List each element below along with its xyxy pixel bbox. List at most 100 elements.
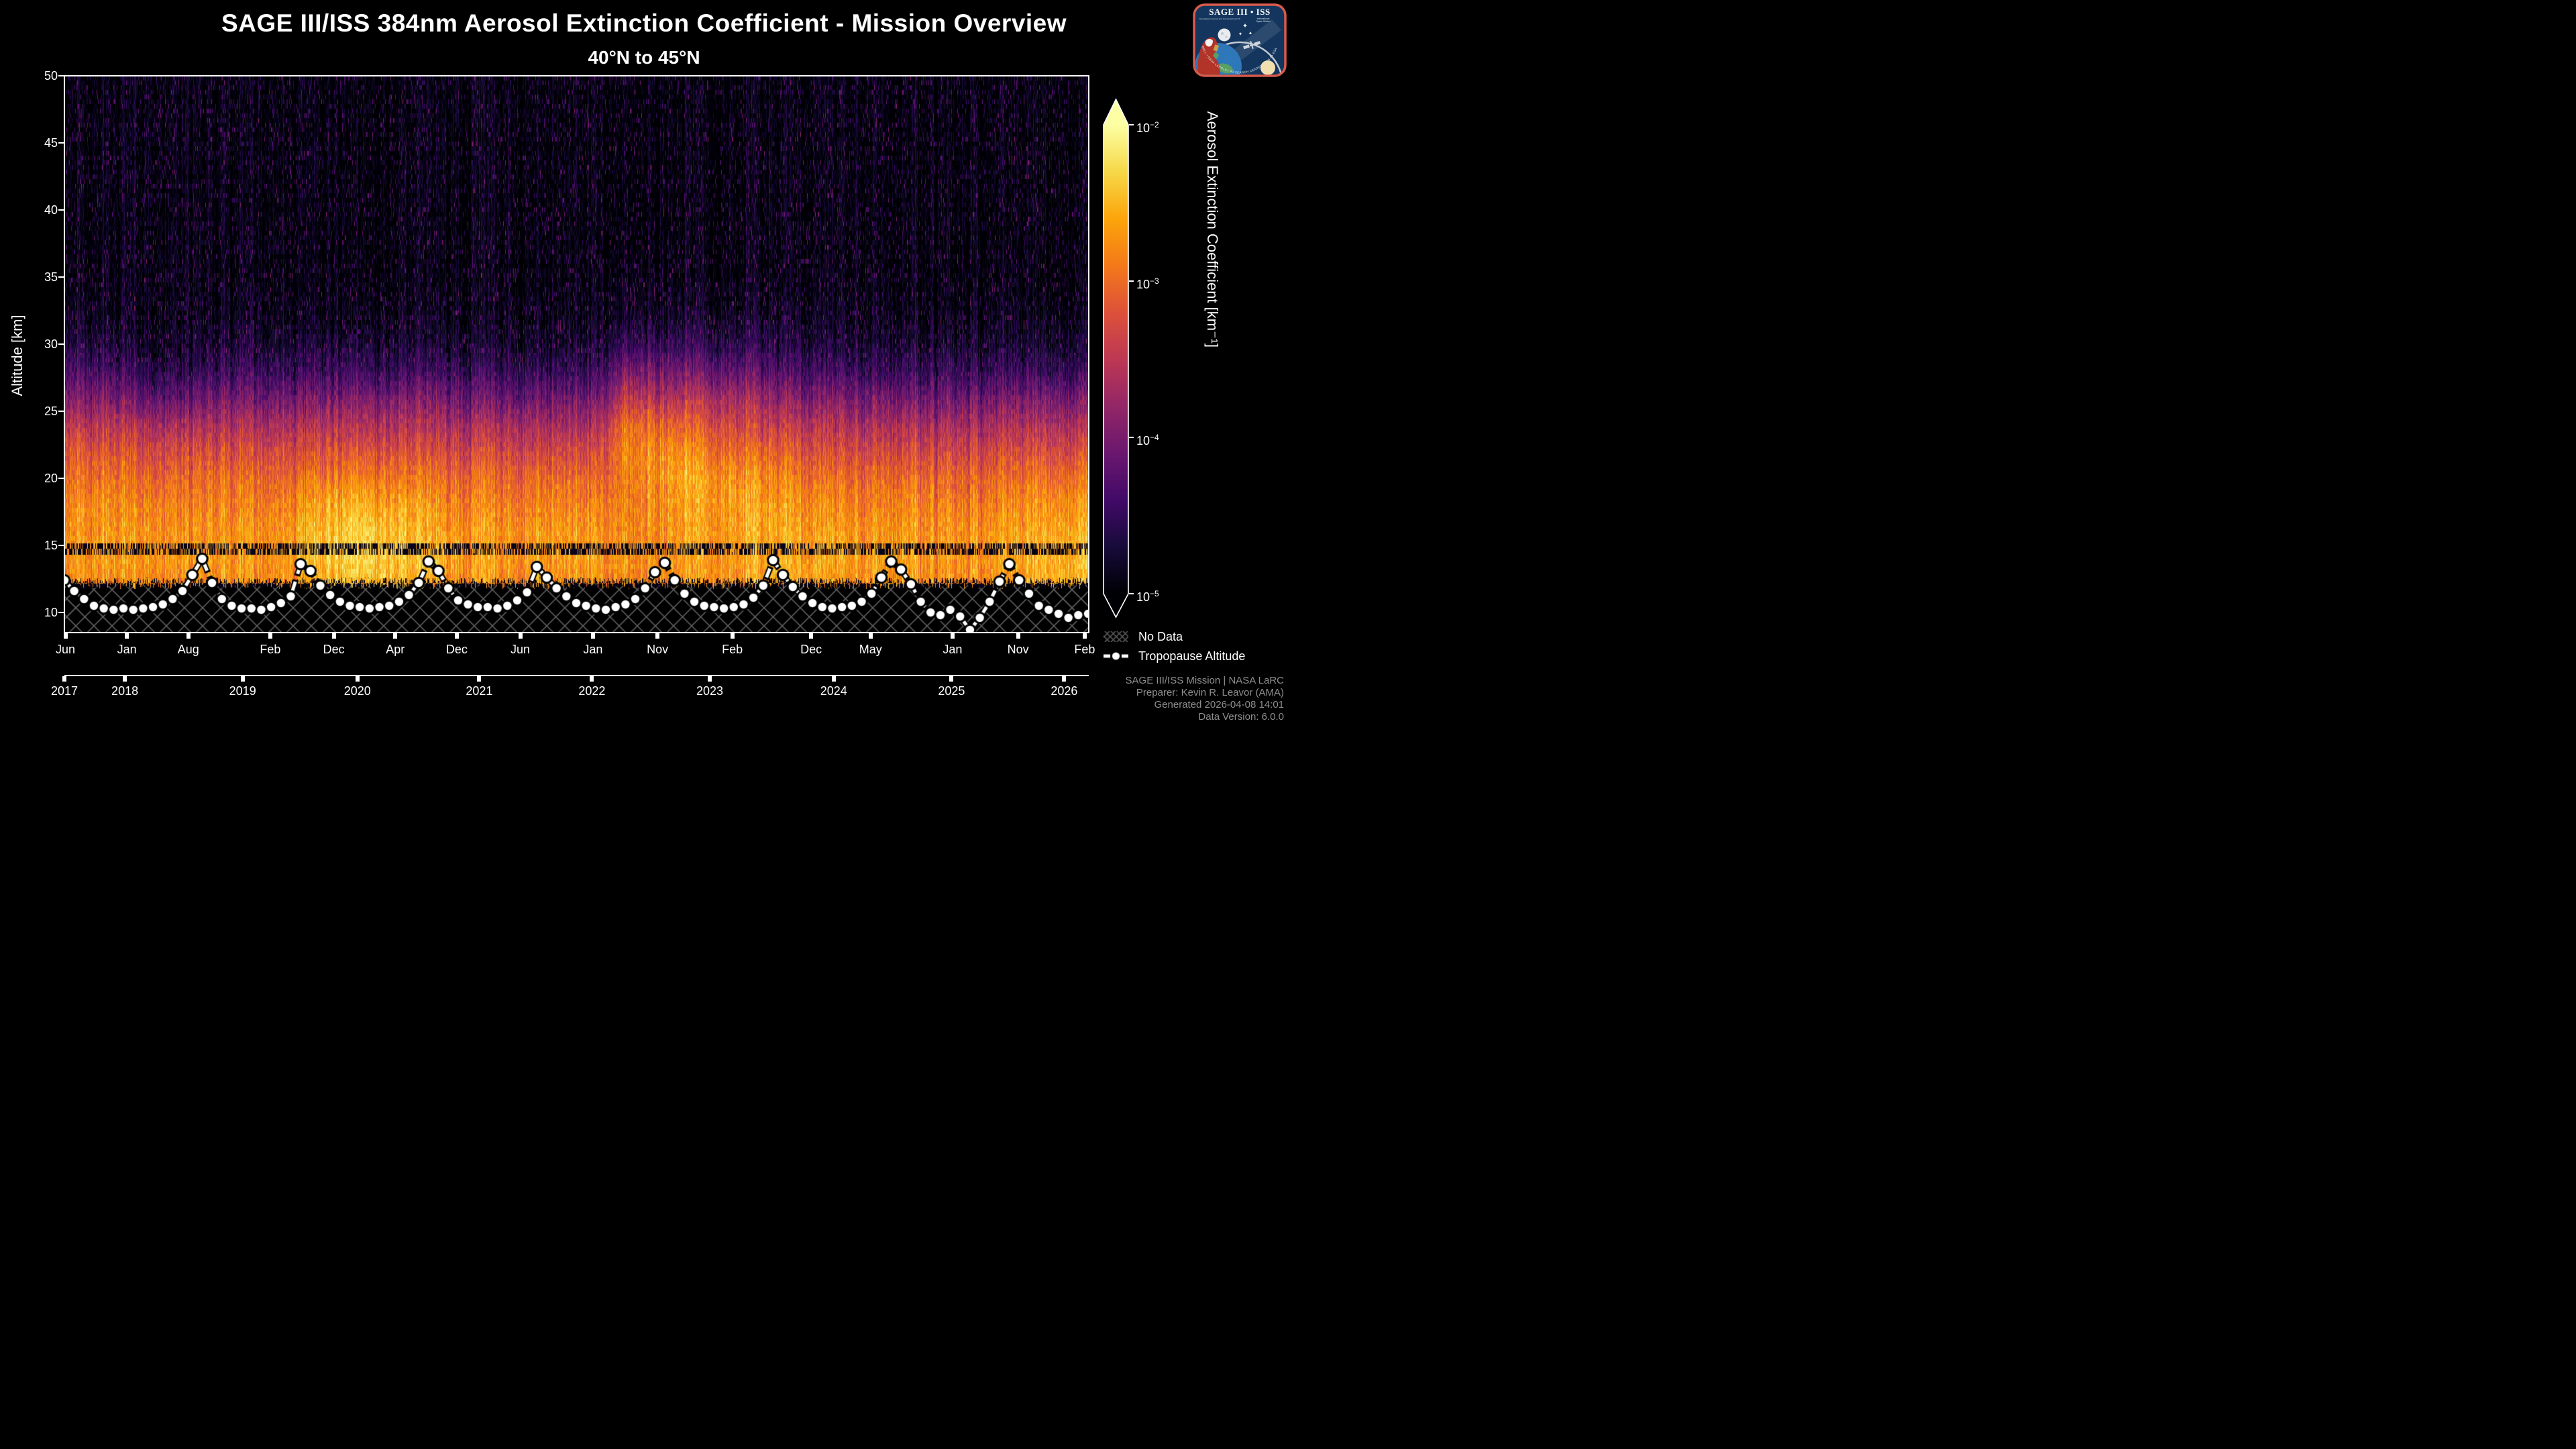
- x-month-tick-mark: [590, 633, 595, 639]
- x-year-tick-mark: [240, 676, 245, 682]
- colorbar: [1103, 98, 1129, 619]
- x-year-tick-label: 2019: [229, 684, 256, 698]
- colorbar-title: Aerosol Extinction Coefficient [km⁻¹]: [1204, 111, 1221, 348]
- x-month-tick-mark: [186, 633, 191, 639]
- page-title: SAGE III/ISS 384nm Aerosol Extinction Co…: [221, 9, 1067, 37]
- y-tick-mark: [58, 612, 64, 613]
- credits-data-version: Data Version: 6.0.0: [1198, 711, 1284, 722]
- x-year-tick-label: 2017: [50, 684, 78, 698]
- y-tick-mark: [58, 75, 64, 76]
- x-year-tick-mark: [477, 676, 482, 682]
- x-month-tick-mark: [950, 633, 955, 639]
- x-month-tick-mark: [63, 633, 68, 639]
- x-month-tick-mark: [454, 633, 459, 639]
- y-tick-label: 40: [44, 203, 58, 217]
- x-month-tick-label: Dec: [445, 643, 468, 656]
- credits-generated: Generated 2026-04-08 14:01: [1154, 699, 1284, 710]
- x-month-tick-label: Feb: [722, 643, 743, 656]
- x-month-tick-mark: [268, 633, 272, 639]
- moon-crater: [1225, 36, 1228, 38]
- colorbar-tick-mark: [1129, 437, 1134, 438]
- legend-label-no-data: No Data: [1138, 629, 1183, 643]
- credits-mission: SAGE III/ISS Mission | NASA LaRC: [1125, 675, 1284, 686]
- patch-subtitle-right-1: International: [1257, 17, 1270, 20]
- y-tick-mark: [58, 276, 64, 278]
- y-tick-label: 25: [44, 405, 58, 418]
- x-year-tick-label: 2026: [1051, 684, 1078, 698]
- x-year-tick-mark: [123, 676, 127, 682]
- x-year-tick-label: 2020: [343, 684, 371, 698]
- credits-block: SAGE III/ISS Mission | NASA LaRC Prepare…: [1126, 675, 1284, 723]
- y-tick-mark: [58, 343, 64, 345]
- x-month-tick-label: Apr: [386, 643, 405, 656]
- y-tick-label: 15: [44, 539, 58, 552]
- page-subtitle: 40°N to 45°N: [588, 47, 700, 68]
- x-year-tick-label: 2018: [111, 684, 139, 698]
- x-month-tick-label: Jun: [56, 643, 76, 656]
- year-axis-line: [64, 675, 1089, 676]
- x-month-tick-label: Jun: [510, 643, 531, 656]
- x-month-tick-label: Dec: [800, 643, 822, 656]
- x-year-tick-mark: [62, 676, 66, 682]
- x-year-tick-label: 2022: [578, 684, 606, 698]
- colorbar-tick-mark: [1129, 593, 1134, 594]
- colorbar-tick-mark: [1129, 124, 1134, 125]
- y-tick-label: 45: [44, 136, 58, 150]
- sage-iii-iss-mission-patch-logo: SAGE III • ISS Atmospheric Aerosol and G…: [1193, 3, 1287, 77]
- x-year-tick-label: 2021: [466, 684, 493, 698]
- x-year-tick-label: 2025: [938, 684, 965, 698]
- x-month-tick-label: Feb: [1074, 643, 1095, 656]
- figure: SAGE III/ISS 384nm Aerosol Extinction Co…: [0, 0, 1288, 724]
- x-year-tick-mark: [355, 676, 360, 682]
- credits-preparer: Preparer: Kevin R. Leavor (AMA): [1136, 687, 1284, 698]
- tropopause-marker-icon: [1104, 651, 1128, 661]
- y-tick-label: 50: [44, 69, 58, 83]
- patch-title: SAGE III • ISS: [1209, 7, 1270, 17]
- heatmap-plot: [64, 76, 1089, 633]
- no-data-hatch-swatch-icon: [1104, 631, 1128, 642]
- y-tick-label: 10: [44, 606, 58, 619]
- legend-item-no-data: No Data: [1104, 630, 1183, 643]
- x-month-tick-label: Jan: [943, 643, 963, 656]
- patch-subtitle-left: Atmospheric Aerosol and Gas Experiment I…: [1199, 17, 1240, 20]
- x-month-tick-label: Aug: [177, 643, 199, 656]
- y-tick-mark: [58, 545, 64, 546]
- x-year-tick-mark: [949, 676, 954, 682]
- y-tick-mark: [58, 478, 64, 479]
- x-month-tick-label: May: [859, 643, 882, 656]
- x-month-tick-label: Jan: [117, 643, 137, 656]
- x-year-tick-mark: [831, 676, 836, 682]
- x-month-tick-label: Feb: [260, 643, 281, 656]
- sun-icon: [1260, 60, 1275, 75]
- y-axis-label: Altitude [km]: [9, 315, 25, 396]
- x-month-tick-mark: [730, 633, 735, 639]
- x-year-tick-mark: [708, 676, 712, 682]
- y-tick-label: 20: [44, 472, 58, 485]
- iss-icon: [1243, 40, 1261, 50]
- colorbar-tick-label: 10−5: [1136, 589, 1159, 604]
- x-month-tick-label: Nov: [1007, 643, 1029, 656]
- y-tick-label: 35: [44, 270, 58, 284]
- y-tick-mark: [58, 411, 64, 412]
- legend-label-tropopause: Tropopause Altitude: [1138, 649, 1246, 663]
- heatmap-canvas: [64, 76, 1089, 633]
- x-month-tick-mark: [331, 633, 336, 639]
- y-tick-mark: [58, 209, 64, 211]
- orbit-arc-icon: [1195, 41, 1284, 75]
- patch-subtitle-right-2: Space Station: [1256, 20, 1270, 23]
- sage-figure: [1197, 37, 1220, 75]
- x-year-tick-mark: [1062, 676, 1067, 682]
- x-month-tick-mark: [393, 633, 398, 639]
- x-month-tick-mark: [1016, 633, 1020, 639]
- stars-icon: [1238, 23, 1252, 36]
- x-year-tick-label: 2024: [820, 684, 847, 698]
- x-month-tick-mark: [809, 633, 814, 639]
- moon-icon: [1218, 28, 1231, 42]
- x-month-tick-label: Dec: [323, 643, 345, 656]
- x-year-tick-mark: [590, 676, 594, 682]
- x-month-tick-mark: [655, 633, 660, 639]
- colorbar-tick-label: 10−3: [1136, 276, 1159, 291]
- y-tick-label: 30: [44, 337, 58, 351]
- x-month-tick-mark: [1082, 633, 1087, 639]
- x-month-tick-mark: [868, 633, 873, 639]
